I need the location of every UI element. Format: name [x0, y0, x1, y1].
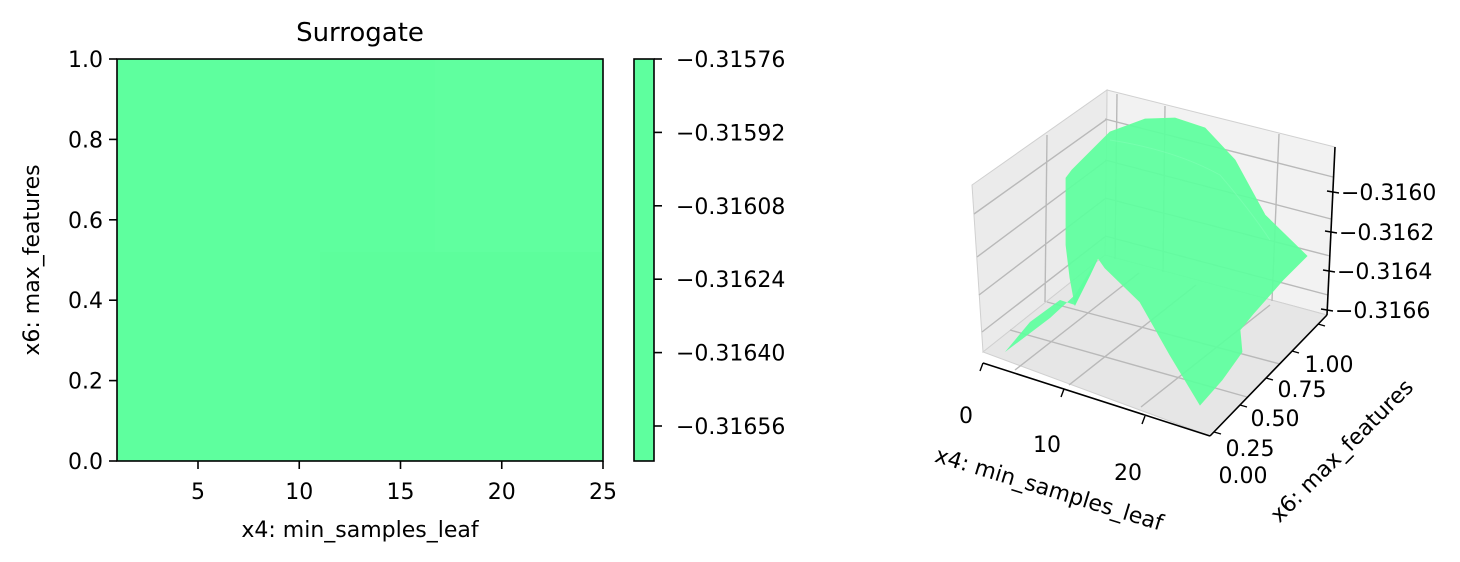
heatmap-x-label: x4: min_samples_leaf: [241, 518, 479, 543]
surface-y-tick: [1239, 404, 1248, 408]
heatmap-x-ticks: 5 10 15 20 25: [191, 461, 617, 505]
heatmap-region-upper-right: [435, 59, 603, 252]
surface-y-tick: [1265, 377, 1274, 381]
surface-y-ticks: 0.000.25 0.50 0.751.00: [1213, 323, 1354, 489]
surface-z-tick: [1322, 269, 1336, 273]
heatmap-region-lower-mid: [320, 252, 603, 461]
heatmap-x-tick-label: 20: [488, 480, 516, 505]
surface-x-axis: [982, 362, 1211, 437]
colorbar-ticks: −0.31576 −0.31592 −0.31608 −0.31624 −0.31640…: [654, 48, 785, 440]
heatmap-x-tick-label: 5: [191, 480, 205, 505]
surface-z-tick-label: −0.3162: [1339, 221, 1434, 246]
surface-y-tick: [1291, 350, 1300, 354]
heatmap-x-tick-label: 25: [589, 480, 617, 505]
colorbar-tick-label: −0.31592: [676, 121, 785, 146]
surface-z-tick: [1320, 308, 1334, 312]
surface-y-tick-label: 1.00: [1305, 353, 1354, 378]
heatmap-chart: Surrogate 5 10 15 20 25 0.0 0.2 0.4 0.6 0.8 1.0 x…: [20, 18, 617, 543]
heatmap-x-tick-label: 10: [285, 480, 313, 505]
surface-x-tick: [1141, 415, 1146, 425]
surface-z-tick: [1326, 190, 1340, 194]
heatmap-frame: [116, 58, 604, 462]
heatmap-y-ticks: 0.0 0.2 0.4 0.6 0.8 1.0: [68, 48, 117, 475]
surface-y-tick: [1317, 323, 1326, 327]
surface-x-tick-label: 10: [1033, 433, 1061, 458]
surface-y-axis: [1209, 314, 1328, 437]
surface-lower-flap: [1005, 258, 1098, 352]
surface-y-tick-label: 0.25: [1226, 437, 1275, 462]
heatmap-y-tick-label: 0.8: [68, 128, 103, 153]
surface-z-axis: [1326, 146, 1336, 316]
heatmap-y-tick-label: 1.0: [68, 48, 103, 73]
surface-z-tick-label: −0.3166: [1335, 299, 1430, 324]
colorbar: −0.31576 −0.31592 −0.31608 −0.31624 −0.31640…: [633, 48, 785, 462]
surface-highlight: [1109, 139, 1271, 241]
surface-y-tick-label: 0.50: [1251, 407, 1300, 432]
surface-x-ticks: 0 10 20: [959, 362, 1146, 486]
heatmap-y-tick-label: 0.2: [68, 370, 103, 395]
surface-y-tick-label: 0.75: [1278, 378, 1327, 403]
surface-x-tick: [979, 362, 984, 372]
heatmap-y-tick-label: 0.0: [68, 450, 103, 475]
colorbar-tick-label: −0.31608: [676, 195, 785, 220]
heatmap-y-tick-label: 0.4: [68, 289, 103, 314]
heatmap-x-tick-label: 15: [387, 480, 415, 505]
colorbar-tick-label: −0.31640: [676, 342, 785, 367]
surface-z-tick-label: −0.3164: [1337, 260, 1432, 285]
surface-y-tick: [1213, 431, 1222, 435]
surface-x-tick: [1060, 388, 1065, 398]
heatmap-y-label: x6: max_features: [20, 164, 45, 355]
colorbar-bar: [633, 58, 655, 462]
heatmap-title: Surrogate: [296, 18, 424, 48]
surface-y-tick-label: 0.00: [1219, 464, 1268, 489]
colorbar-tick-label: −0.31656: [676, 415, 785, 440]
surface-z-ticks: −0.3160 −0.3162 −0.3164 −0.3166: [1320, 181, 1436, 324]
surface-x-tick-label: 20: [1114, 461, 1142, 486]
colorbar-tick-label: −0.31624: [676, 268, 785, 293]
heatmap-y-tick-label: 0.6: [68, 209, 103, 234]
surface-x-tick-label: 0: [959, 404, 973, 429]
surface-z-tick: [1324, 230, 1338, 234]
colorbar-tick-label: −0.31576: [676, 48, 785, 73]
surface-z-tick-label: −0.3160: [1341, 181, 1436, 206]
